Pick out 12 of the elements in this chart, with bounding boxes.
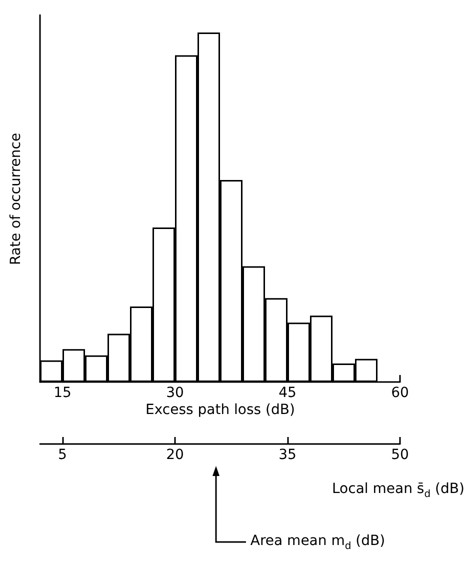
y-axis-title: Rate of occurrence: [8, 132, 24, 264]
x-axis-title: Excess path loss (dB): [146, 402, 295, 418]
x-tick-label: 60: [391, 385, 409, 401]
x2-tick-label: 35: [278, 447, 296, 463]
x2-axis-title: Local mean s̄$_{d}$ (dB): [332, 481, 464, 502]
x2-tick-label: 50: [391, 447, 409, 463]
x-tick-label: 30: [166, 385, 184, 401]
x2-tick-label: 20: [166, 447, 184, 463]
text: Area mean m$_{d}$ (dB): [250, 533, 386, 554]
x-tick-label: 15: [54, 385, 72, 401]
x-tick-label: 45: [278, 385, 296, 401]
x2-tick-label: 5: [58, 447, 67, 463]
